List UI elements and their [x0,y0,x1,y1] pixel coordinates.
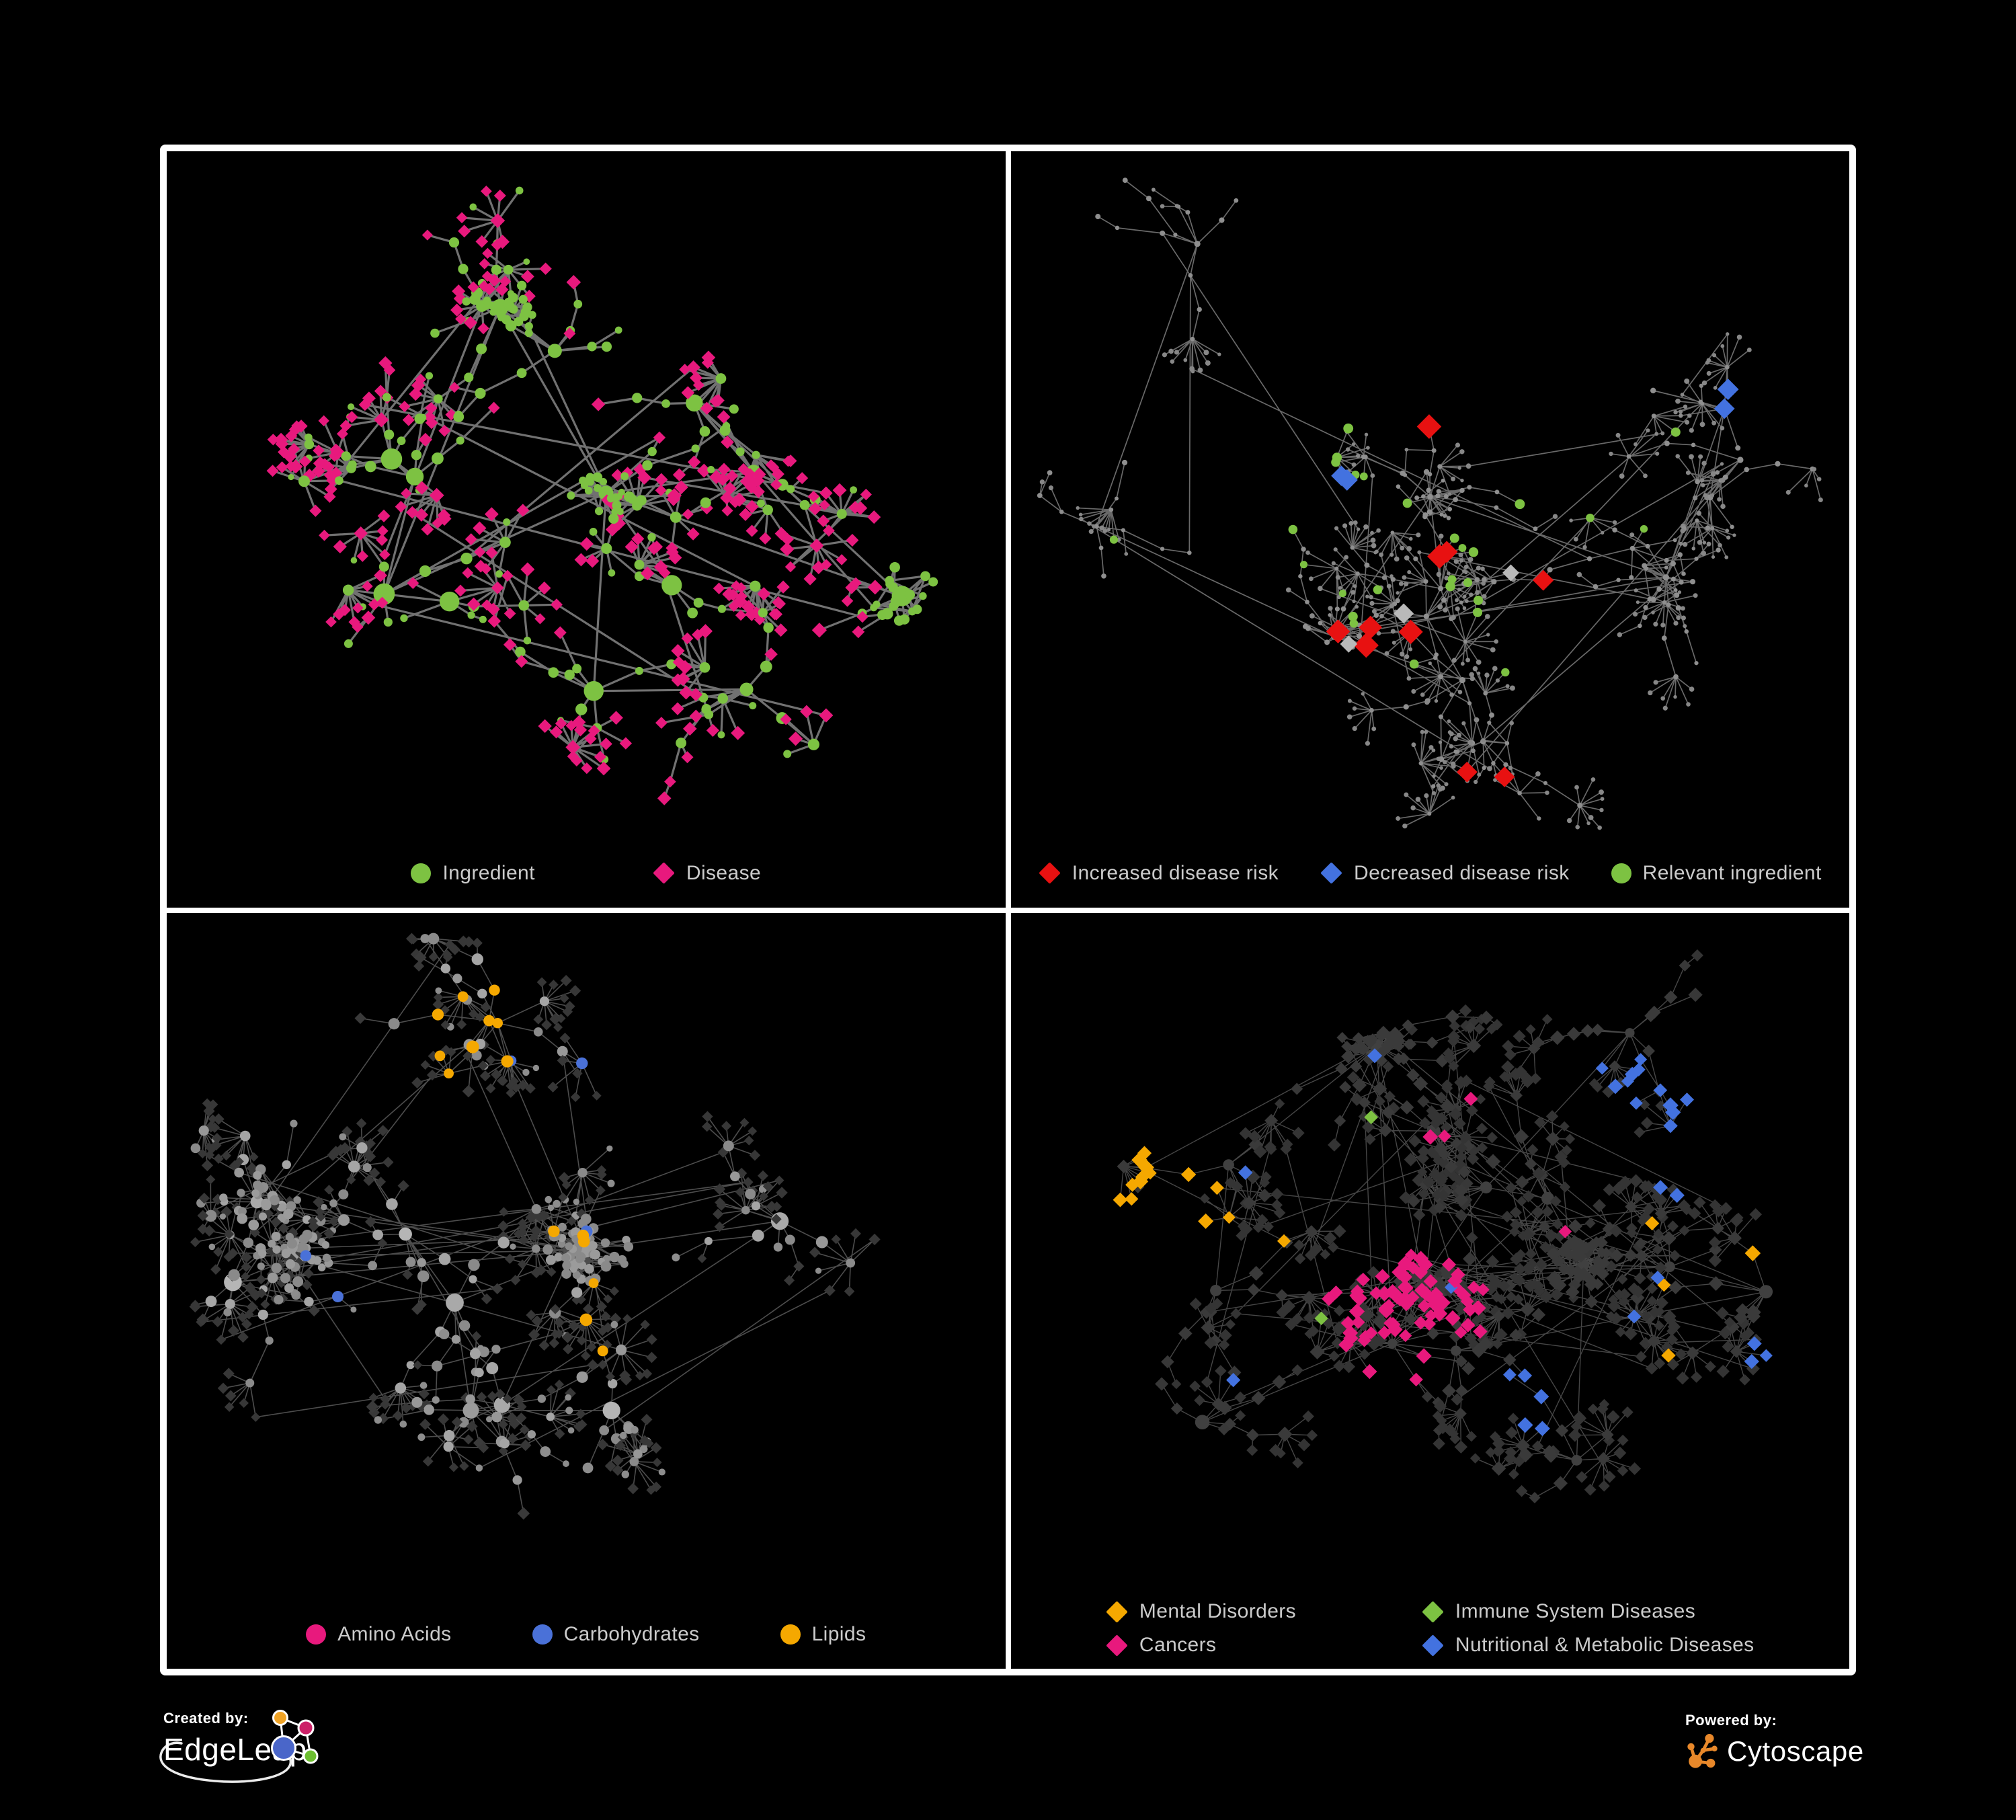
disease-risk-network-graph [1037,177,1823,830]
relevant-ingredient-label: Relevant ingredient [1642,861,1822,884]
legend-item-immune-system-diseases: Immune System Diseases [1422,1600,1755,1623]
nutritional-metabolic-diseases-marker-icon [1422,1634,1444,1657]
increased-risk-label: Increased disease risk [1072,861,1279,884]
panel-ingredient-disease: Ingredient Disease [167,151,1006,908]
network-grid: Ingredient Disease Increased disease ris… [160,145,1856,1675]
disease-categories-network-graph [1113,949,1773,1503]
increased-risk-marker-icon [1038,862,1061,884]
panel-disease-risk: Increased disease risk Decreased disease… [1010,151,1850,908]
edgeleap-credit: Created by: EdgeLeap [159,1710,319,1783]
cancers-marker-icon [1106,1634,1128,1657]
ingredient-disease-legend: Ingredient Disease [167,862,1006,885]
legend-item-decreased-risk: Decreased disease risk [1320,862,1570,885]
decreased-risk-marker-icon [1320,862,1342,884]
legend-item-carbohydrates: Carbohydrates [532,1623,700,1646]
legend-item-relevant-ingredient: Relevant ingredient [1611,862,1822,885]
cytoscape-wordmark: Cytoscape [1727,1735,1864,1767]
legend-item-ingredient: Ingredient [411,862,534,885]
lipids-label: Lipids [811,1623,866,1645]
ingredient-label: Ingredient [442,861,535,884]
cytoscape-logo-icon [1687,1734,1718,1768]
legend-item-nutritional-metabolic-diseases: Nutritional & Metabolic Diseases [1422,1634,1755,1657]
legend-item-lipids: Lipids [780,1623,866,1646]
panel-disease-categories: Mental Disorders Immune System Diseases … [1010,912,1850,1669]
mental-disorders-marker-icon [1106,1600,1128,1623]
lipids-marker-icon [780,1624,801,1645]
nutritional-metabolic-diseases-label: Nutritional & Metabolic Diseases [1455,1634,1755,1656]
legend-item-disease: Disease [653,862,761,885]
legend-item-mental-disorders: Mental Disorders [1106,1600,1422,1623]
legend-item-cancers: Cancers [1106,1634,1422,1657]
amino-acids-marker-icon [306,1624,327,1645]
ingredient-disease-network-graph [266,185,938,805]
disease-marker-icon [653,862,675,884]
carbohydrates-marker-icon [532,1624,553,1645]
legend-item-amino-acids: Amino Acids [306,1623,451,1646]
decreased-risk-label: Decreased disease risk [1354,861,1570,884]
carbohydrates-label: Carbohydrates [563,1623,700,1645]
amino-acids-label: Amino Acids [337,1623,452,1645]
powered-by-label: Powered by: [1685,1712,1777,1729]
mental-disorders-label: Mental Disorders [1139,1600,1297,1622]
ingredient-marker-icon [411,863,432,883]
cytoscape-credit: Powered by: Cytoscape [1685,1712,1864,1770]
relevant-ingredient-marker-icon [1611,863,1631,883]
disease-label: Disease [686,861,762,884]
disease-risk-legend: Increased disease risk Decreased disease… [1011,862,1850,885]
created-by-label: Created by: [163,1710,249,1727]
disease-categories-legend: Mental Disorders Immune System Diseases … [1011,1600,1850,1657]
compound-classes-network-graph [189,933,881,1519]
legend-item-increased-risk: Increased disease risk [1038,861,1279,885]
immune-system-diseases-marker-icon [1422,1600,1444,1623]
compound-classes-legend: Amino Acids Carbohydrates Lipids [167,1623,1006,1646]
edgeleap-wordmark: EdgeLeap [163,1732,307,1767]
cytoscape-lockup: Cytoscape [1685,1733,1864,1770]
cancers-label: Cancers [1139,1634,1217,1656]
immune-system-diseases-label: Immune System Diseases [1455,1600,1696,1622]
panel-compound-classes: Amino Acids Carbohydrates Lipids [167,912,1006,1669]
